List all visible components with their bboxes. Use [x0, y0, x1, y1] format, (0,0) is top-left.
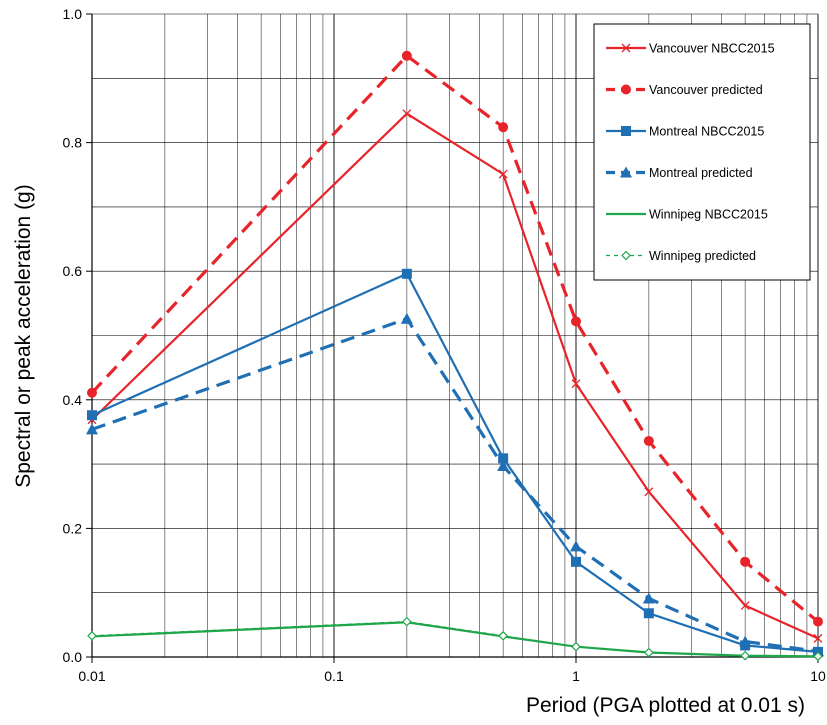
data-point-diamond	[644, 647, 654, 658]
data-point-x	[644, 487, 654, 497]
data-point-circle	[621, 84, 631, 95]
data-point-diamond	[571, 641, 581, 652]
legend-label: Montreal predicted	[649, 166, 753, 180]
legend-label: Vancouver predicted	[649, 83, 763, 97]
legend-label: Vancouver NBCC2015	[649, 42, 775, 56]
x-tick-label: 10	[810, 668, 826, 684]
y-tick-label: 0.0	[63, 649, 83, 665]
x-tick-label: 0.01	[78, 668, 105, 684]
data-point-triangle	[812, 645, 824, 657]
data-point-x	[571, 379, 581, 389]
data-point-circle	[643, 435, 654, 446]
data-point-triangle	[570, 540, 582, 552]
data-point-triangle	[642, 592, 655, 604]
x-tick-label: 0.1	[324, 668, 344, 684]
series-layer	[86, 50, 824, 662]
series-montreal-nbcc2015	[87, 268, 823, 657]
data-point-x	[740, 601, 750, 611]
series-vancouver-predicted	[87, 50, 823, 627]
data-point-triangle	[497, 460, 510, 472]
data-point-circle	[87, 387, 97, 398]
grid-lines	[86, 13, 819, 663]
data-point-triangle	[86, 423, 98, 435]
y-tick-label: 0.6	[63, 263, 83, 279]
data-point-circle	[401, 50, 412, 61]
series-line	[91, 621, 819, 658]
data-point-diamond	[87, 630, 97, 641]
series-winnipeg-nbcc2015	[91, 621, 819, 658]
y-tick-label: 0.4	[63, 392, 83, 408]
data-point-x	[621, 43, 631, 53]
data-point-square	[571, 556, 581, 567]
data-point-diamond	[813, 651, 823, 662]
series-montreal-predicted	[86, 312, 824, 657]
data-point-diamond	[402, 616, 412, 627]
data-point-circle	[571, 316, 581, 327]
series-line	[91, 272, 819, 653]
data-point-x	[813, 633, 823, 643]
series-line	[91, 316, 819, 653]
y-tick-label: 1.0	[63, 6, 83, 22]
data-point-circle	[498, 122, 509, 133]
data-point-circle	[813, 616, 823, 627]
y-tick-label: 0.8	[63, 135, 83, 151]
data-point-diamond	[498, 630, 508, 641]
x-tick-label: 1	[572, 668, 580, 684]
tick-labels: 0.01 0.1 1 10 0.0 0.2 0.4 0.6 0.8 1.0	[63, 6, 826, 684]
series-winnipeg-predicted	[87, 616, 823, 662]
data-point-diamond	[621, 250, 631, 261]
legend: Vancouver NBCC2015 Vancouver predicted Mon…	[593, 23, 811, 281]
data-point-square	[498, 453, 509, 464]
data-point-x	[498, 169, 508, 179]
y-axis-title: Spectral or peak acceleration (g)	[12, 184, 35, 488]
legend-label: Montreal NBCC2015	[649, 125, 764, 139]
data-point-square	[621, 126, 631, 136]
legend-label: Winnipeg predicted	[649, 249, 756, 263]
data-point-triangle	[620, 166, 632, 178]
x-axis-title: Period (PGA plotted at 0.01 s)	[526, 694, 805, 717]
data-point-triangle	[400, 312, 413, 324]
data-point-square	[643, 608, 654, 619]
data-point-square	[87, 410, 97, 421]
data-point-square	[401, 268, 412, 279]
y-tick-label: 0.2	[63, 520, 83, 536]
legend-box	[593, 23, 811, 281]
data-point-circle	[740, 556, 751, 567]
legend-label: Winnipeg NBCC2015	[649, 208, 768, 222]
data-point-diamond	[740, 650, 750, 661]
data-point-triangle	[739, 635, 752, 647]
data-point-x	[402, 109, 412, 119]
